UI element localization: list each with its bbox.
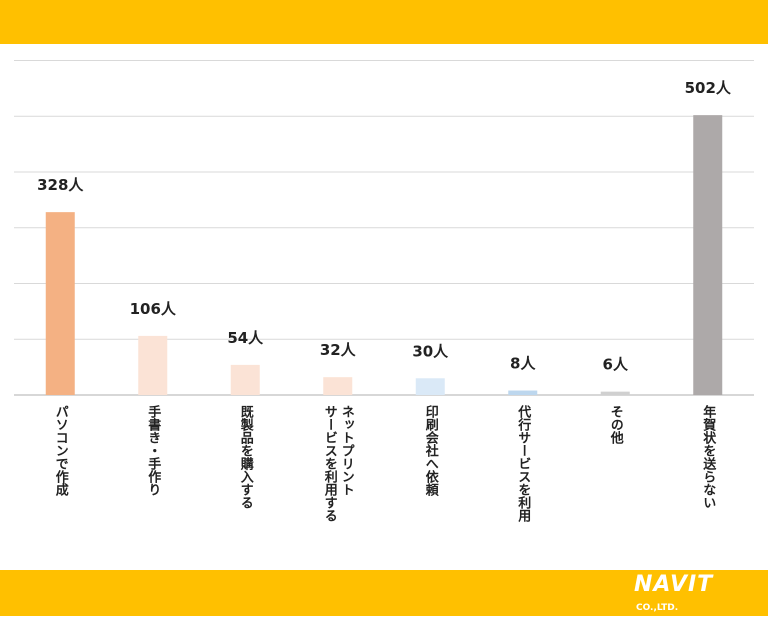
bar: [693, 115, 723, 395]
data-label: 502人: [685, 79, 732, 97]
logo-suffix: CO.,LTD.: [636, 603, 679, 613]
bar: [508, 390, 538, 395]
navit-logo: NAVIT CO.,LTD. www.navit-j.com: [634, 572, 754, 627]
category-label: ネットプリント: [339, 405, 355, 496]
logo-wordmark: NAVIT: [634, 572, 714, 597]
bar: [138, 335, 168, 395]
bar: [323, 377, 353, 395]
logo-url: www.navit-j.com: [648, 616, 733, 626]
category-label: 手書き・手作り: [145, 404, 161, 496]
data-label: 32人: [320, 341, 357, 359]
bar-chart: 328人 106人 54人 32人 30人 8人 6人 502人 パソコンで作成 手書き・手作り…: [14, 60, 754, 523]
bar: [230, 364, 260, 395]
category-label: サービスを利用する: [322, 405, 339, 522]
data-label: 54人: [227, 329, 264, 347]
category-label: 年賀状を送らない: [700, 404, 717, 509]
bar: [45, 212, 75, 395]
category-label: 印刷会社へ依頼: [423, 405, 440, 497]
value-labels: 328人 106人 54人 32人 30人 8人 6人 502人: [37, 79, 732, 374]
gridlines: [14, 60, 754, 396]
bar: [600, 391, 630, 395]
data-label: 106人: [130, 300, 177, 318]
category-label: 代行サービスを利用: [515, 404, 532, 523]
data-label: 328人: [37, 176, 84, 194]
data-label: 8人: [510, 355, 536, 373]
category-label: その他: [608, 405, 625, 445]
bars: [45, 115, 723, 395]
data-label: 30人: [412, 342, 449, 360]
category-label: 既製品を購入する: [238, 405, 255, 509]
bottom-banner: [0, 570, 768, 616]
data-label: 6人: [603, 356, 629, 374]
top-banner: [0, 0, 768, 44]
category-label: パソコンで作成: [53, 405, 69, 497]
bar: [415, 378, 445, 395]
